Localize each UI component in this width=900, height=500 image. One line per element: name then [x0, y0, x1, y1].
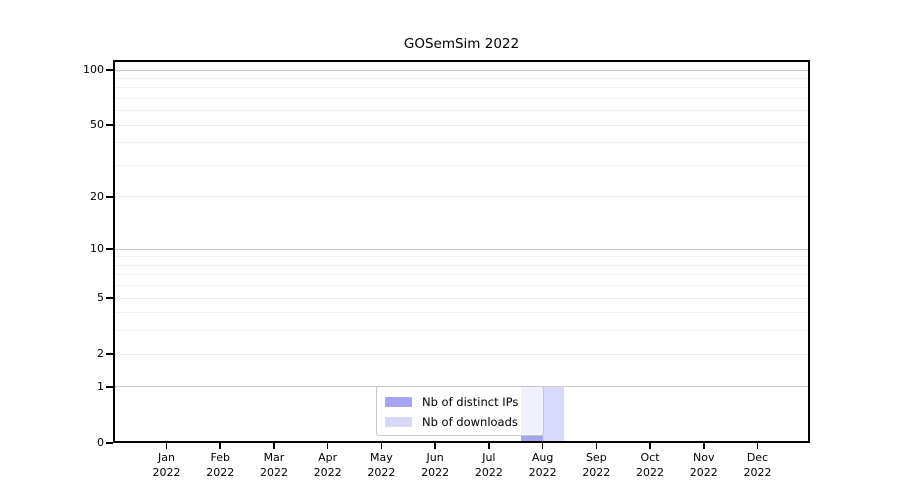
gridline-minor — [113, 110, 810, 112]
x-tick-label: Apr 2022 — [313, 451, 342, 479]
gridline-minor — [113, 274, 810, 276]
legend-label: Nb of downloads — [422, 414, 518, 429]
x-tick-label: Nov 2022 — [689, 451, 718, 479]
x-tick-label: Mar 2022 — [259, 451, 288, 479]
gridline-major — [113, 297, 810, 299]
y-tick-label: 2 — [97, 347, 104, 361]
gridline-minor — [113, 285, 810, 287]
gridline-minor — [113, 77, 810, 79]
x-tick-label: Jul 2022 — [474, 451, 503, 479]
x-tick-label: Jun 2022 — [421, 451, 450, 479]
legend-label: Nb of distinct IPs — [422, 394, 519, 409]
y-tick-mark — [106, 442, 113, 444]
gridline-minor — [113, 330, 810, 332]
gridline-major — [113, 69, 810, 71]
y-tick-mark — [106, 196, 113, 198]
x-tick-label: May 2022 — [367, 451, 396, 479]
y-tick-label: 50 — [90, 118, 104, 132]
gridline-minor — [113, 142, 810, 144]
x-tick-label: Oct 2022 — [636, 451, 665, 479]
gridline-minor — [113, 97, 810, 99]
legend-item-distinct-ips: Nb of distinct IPs — [385, 393, 535, 410]
x-tick-mark — [703, 443, 705, 449]
x-tick-mark — [541, 443, 544, 449]
y-tick-mark — [106, 124, 113, 126]
gridline-major — [113, 248, 810, 250]
x-tick-label: Aug 2022 — [528, 451, 557, 479]
x-tick-mark — [326, 443, 329, 449]
y-tick-label: 1 — [97, 379, 104, 393]
gridline-major — [113, 353, 810, 355]
gridline-major — [113, 124, 810, 126]
chart-title: GOSemSim 2022 — [403, 36, 520, 52]
legend: Nb of distinct IPs Nb of downloads — [376, 386, 544, 436]
y-tick-mark — [106, 248, 113, 250]
bar-downloads-aug-2022 — [542, 386, 565, 443]
y-tick-mark — [106, 386, 113, 388]
x-tick-label: Feb 2022 — [206, 451, 235, 479]
y-tick-mark — [106, 69, 113, 71]
x-tick-mark — [273, 443, 275, 449]
x-tick-mark — [219, 443, 221, 449]
x-tick-mark — [488, 443, 490, 449]
x-tick-label: Dec 2022 — [743, 451, 772, 479]
y-tick-mark — [106, 353, 113, 355]
legend-swatch-0 — [385, 396, 412, 407]
legend-swatch-1 — [385, 416, 412, 427]
y-tick-mark — [106, 297, 113, 299]
plot-area: Nb of distinct IPs Nb of downloads — [113, 60, 810, 443]
y-tick-label: 20 — [90, 189, 104, 203]
gridline-minor — [113, 256, 810, 258]
y-tick-label: 5 — [97, 291, 104, 305]
x-tick-mark — [434, 443, 436, 449]
y-tick-label: 0 — [97, 436, 104, 449]
gridline-minor — [113, 264, 810, 266]
x-tick-label: Jan 2022 — [152, 451, 181, 479]
legend-item-downloads: Nb of downloads — [385, 413, 535, 430]
x-tick-mark — [165, 443, 168, 449]
x-tick-mark — [595, 443, 598, 449]
x-tick-mark — [649, 443, 651, 449]
gridline-minor — [113, 87, 810, 89]
gridline-minor — [113, 164, 810, 166]
y-tick-label: 100 — [83, 63, 104, 76]
x-tick-mark — [380, 443, 383, 449]
x-tick-mark — [756, 443, 759, 449]
y-tick-label: 10 — [90, 242, 104, 256]
gridline-major — [113, 196, 810, 198]
gridline-minor — [113, 312, 810, 314]
x-tick-label: Sep 2022 — [582, 451, 611, 479]
